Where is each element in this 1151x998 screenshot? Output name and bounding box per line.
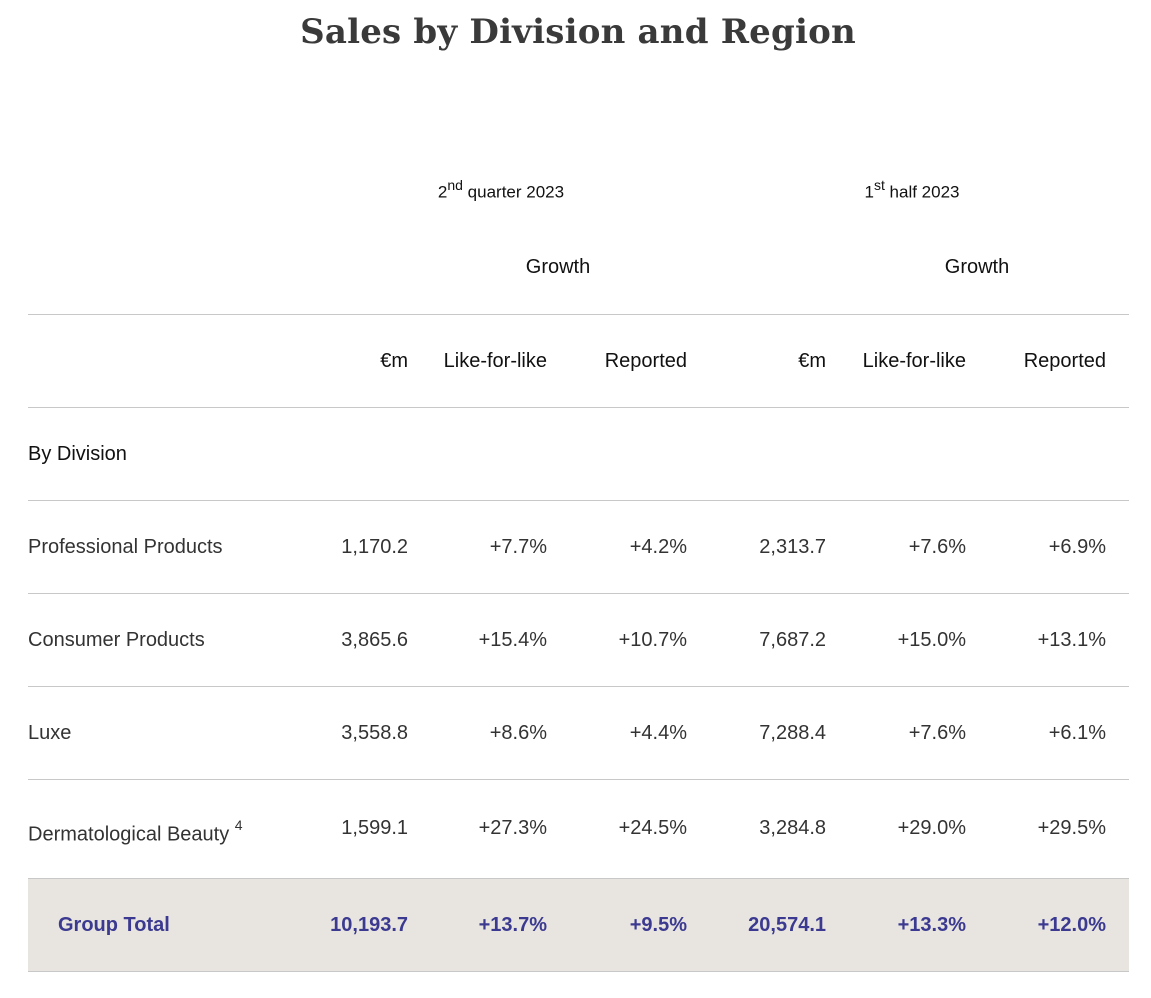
col-header-q2-reported: Reported	[604, 350, 687, 372]
q2-reported-value: +10.7%	[618, 629, 687, 651]
page-title: Sales by Division and Region	[300, 12, 856, 52]
group-total-row: Group Total 10,193.7 +13.7% +9.5% 20,574…	[28, 878, 1129, 972]
section-row: By Division	[28, 408, 1129, 501]
row-label: Professional Products	[28, 501, 223, 594]
divider	[28, 407, 1129, 408]
h1-reported-value: +29.5%	[1037, 817, 1106, 839]
q2-eur-value: 3,865.6	[341, 629, 408, 651]
total-h1-reported: +12.0%	[1037, 914, 1106, 936]
period-h1-base: 1	[864, 182, 874, 202]
table-row: Consumer Products 3,865.6 +15.4% +10.7% …	[28, 594, 1129, 687]
q2-lfl-value: +15.4%	[478, 629, 547, 651]
q2-reported-value: +24.5%	[618, 817, 687, 839]
total-label: Group Total	[58, 914, 170, 936]
q2-lfl-value: +27.3%	[478, 817, 547, 839]
total-h1-eur: 20,574.1	[748, 914, 826, 936]
col-header-h1-lfl: Like-for-like	[862, 350, 966, 372]
divider	[28, 500, 1129, 501]
q2-lfl-value: +7.7%	[489, 536, 547, 558]
section-heading: By Division	[28, 443, 127, 465]
h1-lfl-value: +15.0%	[897, 629, 966, 651]
total-h1-lfl: +13.3%	[897, 914, 966, 936]
period-q2-base: 2	[437, 182, 448, 202]
row-label: Dermatological Beauty 4	[28, 782, 243, 875]
row-label-text: Professional Products	[28, 536, 223, 558]
divider	[28, 314, 1129, 315]
total-q2-eur: 10,193.7	[330, 914, 408, 936]
footnote-marker: 4	[234, 817, 243, 833]
col-header-h1-eur: €m	[798, 350, 826, 372]
col-header-h1-reported: Reported	[1023, 350, 1106, 372]
q2-eur-value: 3,558.8	[341, 722, 408, 744]
h1-eur-value: 7,687.2	[759, 629, 826, 651]
growth-label-h1: Growth	[944, 256, 1010, 278]
total-q2-reported: +9.5%	[629, 914, 687, 936]
h1-reported-value: +6.1%	[1048, 722, 1106, 744]
row-label: Luxe	[28, 687, 71, 780]
q2-eur-value: 1,170.2	[341, 536, 408, 558]
divider	[28, 593, 1129, 594]
h1-lfl-value: +29.0%	[897, 817, 966, 839]
h1-eur-value: 2,313.7	[759, 536, 826, 558]
row-label-text: Consumer Products	[28, 629, 205, 651]
h1-lfl-value: +7.6%	[908, 722, 966, 744]
growth-label-q2: Growth	[525, 256, 591, 278]
period-q2-sup: nd	[447, 177, 463, 193]
row-label: Consumer Products	[28, 594, 205, 687]
q2-reported-value: +4.2%	[629, 536, 687, 558]
period-q2-header: 2nd quarter 2023	[401, 177, 601, 203]
period-h1-header: 1st half 2023	[812, 177, 1012, 203]
table-row: Professional Products 1,170.2 +7.7% +4.2…	[28, 501, 1129, 594]
period-h1-rest: half 2023	[884, 182, 960, 202]
period-q2-rest: quarter 2023	[462, 182, 565, 202]
table-row: Dermatological Beauty 4 1,599.1 +27.3% +…	[28, 782, 1129, 875]
h1-lfl-value: +7.6%	[908, 536, 966, 558]
table-row: Luxe 3,558.8 +8.6% +4.4% 7,288.4 +7.6% +…	[28, 687, 1129, 780]
row-label-text: Dermatological Beauty	[28, 823, 235, 846]
h1-eur-value: 3,284.8	[759, 817, 826, 839]
col-header-q2-lfl: Like-for-like	[443, 350, 547, 372]
q2-eur-value: 1,599.1	[341, 817, 408, 839]
period-h1-sup: st	[873, 177, 885, 193]
q2-reported-value: +4.4%	[629, 722, 687, 744]
h1-reported-value: +13.1%	[1037, 629, 1106, 651]
total-q2-lfl: +13.7%	[478, 914, 547, 936]
h1-eur-value: 7,288.4	[759, 722, 826, 744]
column-header-row: €m Like-for-like Reported €m Like-for-li…	[28, 315, 1129, 408]
q2-lfl-value: +8.6%	[489, 722, 547, 744]
divider	[28, 686, 1129, 687]
col-header-q2-eur: €m	[380, 350, 408, 372]
divider	[28, 779, 1129, 780]
row-label-text: Luxe	[28, 722, 72, 744]
h1-reported-value: +6.9%	[1048, 536, 1106, 558]
